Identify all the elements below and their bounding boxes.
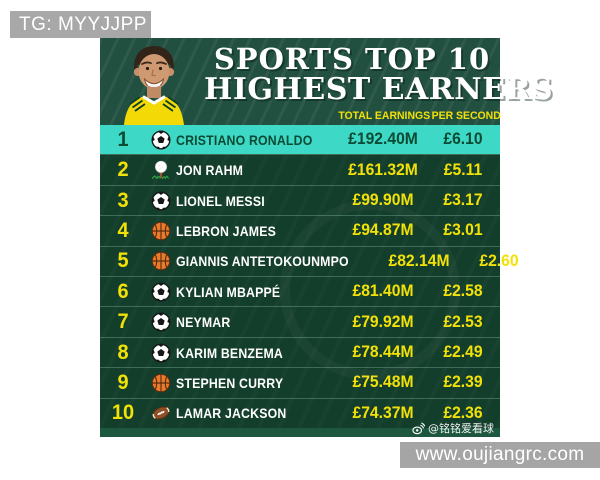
athlete-name: LEBRON JAMES [176,222,277,239]
per-second-value: £3.01 [443,221,483,240]
rank-number: 3 [117,188,129,212]
athlete-name: NEYMAR [176,314,231,331]
soccer-ball-icon [151,343,171,363]
sport-icon-cell [146,221,176,241]
total-earnings-value: £81.40M [352,282,414,301]
table-row: 7 NEYMAR £79.92M £2.53 [100,306,500,336]
sport-icon-cell [146,373,176,393]
athlete-name: STEPHEN CURRY [176,374,284,391]
per-second-value: £6.10 [443,130,483,149]
rank-number: 8 [117,340,129,364]
per-second-value: £2.58 [443,282,483,301]
telegram-badge: TG: MYYJJPP [10,11,151,38]
per-second-value: £5.11 [443,160,483,179]
earners-table: 1 CRISTIANO RONALDO £192.40M £6.10 2 JON… [100,125,519,428]
table-row: 2 JON RAHM £161.32M £5.11 [100,154,500,184]
rank-number: 6 [117,279,129,303]
soccer-ball-icon [151,191,171,211]
sport-icon-cell [146,160,176,180]
total-earnings-value: £99.90M [352,191,414,210]
soccer-ball-icon [151,312,171,332]
table-row: 5 GIANNIS ANTETOKOUNMPO £82.14M £2.60 [100,245,519,276]
total-earnings-value: £79.92M [352,312,414,331]
table-row: 4 LEBRON JAMES £94.87M £3.01 [100,215,500,245]
site-url-bar: www.oujiangrc.com [400,442,600,468]
table-row: 6 KYLIAN MBAPPÉ £81.40M £2.58 [100,276,500,306]
ronaldo-photo [124,46,184,125]
sport-icon-cell [146,251,176,271]
athlete-name: KARIM BENZEMA [176,344,284,361]
poster-title-line2: HIGHEST EARNERS [204,72,554,107]
site-url-text: www.oujiangrc.com [415,444,585,465]
per-second-value: £3.17 [443,191,483,210]
table-row: 8 KARIM BENZEMA £78.44M £2.49 [100,336,500,367]
sport-icon-cell [146,343,176,363]
poster-title-line1: SPORTS TOP 10 [213,42,491,76]
athlete-name: KYLIAN MBAPPÉ [176,283,281,300]
sport-icon-cell [146,130,176,150]
sport-icon-cell [146,312,176,332]
total-earnings-value: £94.87M [352,221,414,240]
sport-icon-cell [146,403,176,423]
athlete-name: LAMAR JACKSON [176,405,287,422]
total-earnings-value: £82.14M [388,251,450,270]
rank-number: 1 [117,127,129,151]
soccer-ball-icon [151,130,171,150]
athlete-name: GIANNIS ANTETOKOUNMPO [176,253,349,270]
weibo-icon [412,422,425,434]
soccer-ball-icon [151,282,171,302]
rank-number: 10 [111,401,135,425]
total-earnings-value: £75.48M [352,373,414,392]
per-second-value: £2.53 [443,312,483,331]
sport-icon-cell [146,191,176,211]
rank-number: 5 [117,249,129,273]
total-earnings-value: £74.37M [352,403,414,422]
total-earnings-value: £192.40M [348,130,418,149]
athlete-name: LIONEL MESSI [176,192,265,209]
table-row: 9 STEPHEN CURRY £75.48M £2.39 [100,367,500,397]
rank-number: 4 [117,218,129,242]
per-second-value: £2.60 [479,251,519,270]
athlete-name: CRISTIANO RONALDO [176,131,313,148]
per-second-value: £2.49 [443,343,483,362]
column-header-total-earnings: TOTAL EARNINGS [338,110,431,122]
watermark: @铭铭爱看球 [412,420,494,436]
rank-number: 9 [117,370,129,394]
american-football-icon [151,403,171,423]
golf-ball-icon [151,160,171,180]
table-row: 3 LIONEL MESSI £99.90M £3.17 [100,184,500,215]
rank-number: 7 [117,310,129,334]
poster-header: SPORTS TOP 10 HIGHEST EARNERS TOTAL EARN… [100,38,554,125]
total-earnings-value: £161.32M [348,160,418,179]
athlete-name: JON RAHM [176,162,244,179]
basketball-icon [151,251,171,271]
table-row: 1 CRISTIANO RONALDO £192.40M £6.10 [100,125,500,155]
column-header-per-second: PER SECOND [431,110,501,122]
per-second-value: £2.36 [443,403,483,422]
total-earnings-value: £78.44M [352,343,414,362]
watermark-text: @铭铭爱看球 [428,422,494,435]
poster-title: SPORTS TOP 10 HIGHEST EARNERS [204,42,554,107]
per-second-value: £2.39 [443,373,483,392]
column-headers: TOTAL EARNINGS PER SECOND [100,110,500,122]
table-row: 10 LAMAR JACKSON £74.37M £2.36 [100,397,500,428]
poster-bottom-border [100,428,500,437]
basketball-icon [151,373,171,393]
infographic: SPORTS TOP 10 HIGHEST EARNERS TOTAL EARN… [100,38,554,437]
sport-icon-cell [146,282,176,302]
rank-number: 2 [117,158,129,182]
basketball-icon [151,221,171,241]
